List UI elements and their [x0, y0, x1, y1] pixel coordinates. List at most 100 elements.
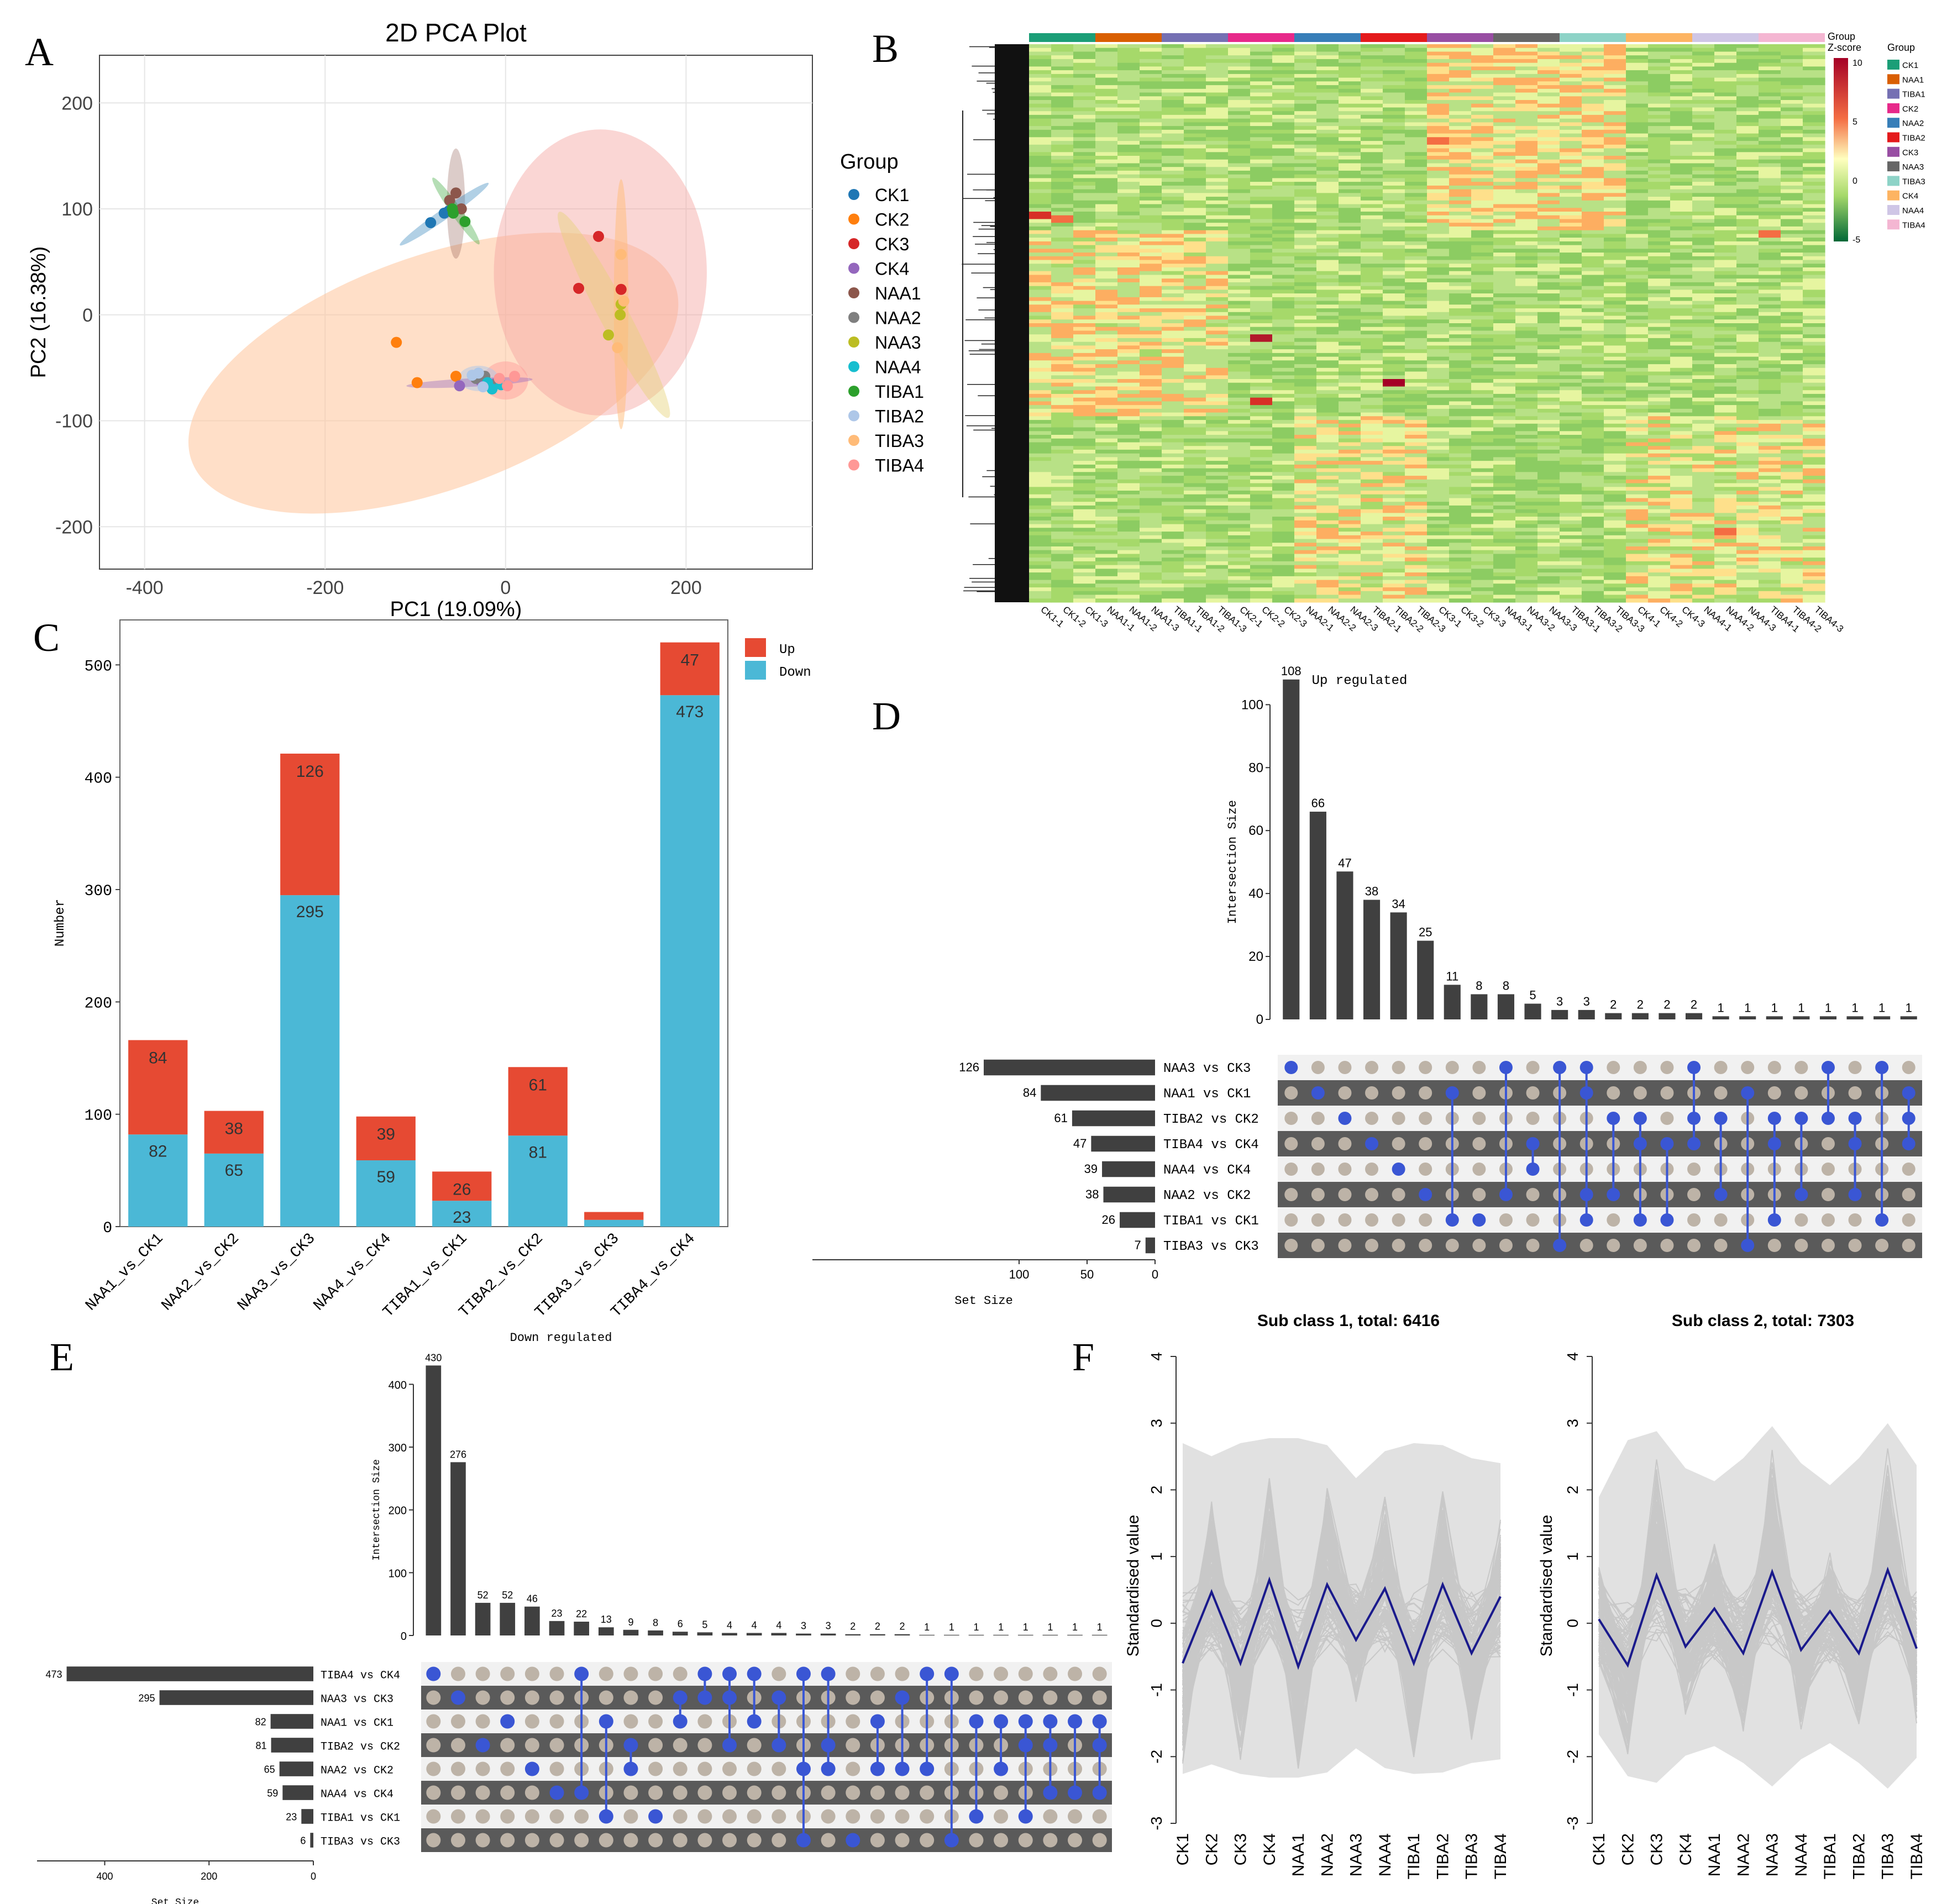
heatmap-cell — [1250, 379, 1273, 383]
heatmap-cell — [1184, 371, 1206, 376]
pca-point-tiba1 — [459, 216, 471, 228]
heatmap-cell — [1162, 330, 1184, 335]
heatmap-cell — [1140, 137, 1162, 141]
heatmap-cell — [1140, 393, 1162, 398]
heatmap-cell — [1383, 137, 1405, 141]
heatmap-cell — [1162, 483, 1184, 487]
heatmap-cell — [1162, 356, 1184, 361]
heatmap-cell — [1803, 479, 1825, 484]
pca-legend-swatch-tiba2 — [848, 410, 859, 422]
heatmap-cell — [1272, 148, 1295, 152]
heatmap-cell — [1648, 260, 1671, 264]
heatmap-cell — [1184, 461, 1206, 465]
heatmap-cell — [1184, 416, 1206, 420]
heatmap-cell — [1803, 319, 1825, 324]
heatmap-cell — [1294, 197, 1317, 201]
heatmap-cell — [1759, 163, 1781, 167]
heatmap-cell — [1184, 509, 1206, 513]
heatmap-cell — [1184, 505, 1206, 510]
heatmap-cell — [1405, 408, 1428, 413]
heatmap-cell — [1272, 390, 1295, 395]
heatmap-cell — [1626, 212, 1649, 216]
heatmap-cell — [1604, 401, 1626, 406]
heatmap-cell — [1029, 48, 1052, 52]
heatmap-cell — [1692, 345, 1715, 350]
heatmap-cell — [1604, 338, 1626, 343]
heatmap-cell — [1781, 122, 1803, 127]
heatmap-cell — [1670, 163, 1693, 167]
pca-legend-swatch-ck1 — [848, 189, 859, 200]
heatmap-cell — [1471, 438, 1494, 443]
heatmap-cell — [1206, 290, 1229, 294]
heatmap-cell — [1692, 539, 1715, 543]
heatmap-cell — [1272, 200, 1295, 205]
heatmap-cell — [1781, 360, 1803, 365]
heatmap-cell — [1560, 312, 1582, 317]
heatmap-cell — [1073, 412, 1096, 417]
heatmap-cell — [1560, 349, 1582, 354]
heatmap-cell — [1648, 412, 1671, 417]
heatmap-cell — [1272, 282, 1295, 287]
heatmap-cell — [1228, 107, 1251, 112]
heatmap-cell — [1736, 148, 1759, 152]
heatmap-cell — [1316, 345, 1339, 350]
heatmap-cell — [1427, 509, 1450, 513]
heatmap-cell — [1427, 66, 1450, 71]
heatmap-cell — [1560, 234, 1582, 238]
heatmap-cell — [1714, 364, 1737, 369]
heatmap-cell — [1692, 356, 1715, 361]
heatmap-cell — [1228, 182, 1251, 186]
heatmap-cell — [1162, 59, 1184, 64]
heatmap-cell — [1803, 223, 1825, 227]
heatmap-cell — [1162, 170, 1184, 175]
heatmap-cell — [1184, 62, 1206, 67]
heatmap-cell — [1339, 62, 1361, 67]
heatmap-cell — [1648, 200, 1671, 205]
heatmap-cell — [1140, 349, 1162, 354]
heatmap-cell — [1316, 367, 1339, 372]
heatmap-cell — [1493, 327, 1516, 331]
heatmap-cell — [1648, 405, 1671, 409]
heatmap-cell — [1206, 92, 1229, 97]
heatmap-cell — [1162, 353, 1184, 357]
heatmap-cell — [1515, 491, 1538, 495]
heatmap-cell — [1471, 197, 1494, 201]
heatmap-cell — [1361, 144, 1383, 149]
heatmap-cell — [1648, 353, 1671, 357]
heatmap-cell — [1670, 141, 1693, 145]
heatmap-cell — [1493, 234, 1516, 238]
heatmap-cell — [1736, 464, 1759, 469]
heatmap-cell — [1117, 393, 1140, 398]
heatmap-cell — [1073, 479, 1096, 484]
heatmap-cell — [1206, 111, 1229, 115]
heatmap-cell — [1206, 286, 1229, 290]
heatmap-cell — [1029, 88, 1052, 93]
heatmap-cell — [1714, 524, 1737, 528]
heatmap-cell — [1449, 498, 1472, 502]
heatmap-cell — [1228, 476, 1251, 480]
heatmap-cell — [1184, 468, 1206, 472]
heatmap-cell — [1051, 148, 1074, 152]
heatmap-cell — [1361, 92, 1383, 97]
heatmap-cell — [1537, 308, 1560, 313]
heatmap-cell — [1294, 390, 1317, 395]
heatmap-cell — [1759, 267, 1781, 272]
heatmap-cell — [1670, 241, 1693, 246]
heatmap-cell — [1781, 238, 1803, 242]
heatmap-cell — [1339, 293, 1361, 298]
heatmap-cell — [1405, 379, 1428, 383]
heatmap-cell — [1803, 204, 1825, 208]
heatmap-cell — [1140, 152, 1162, 156]
heatmap-cell — [1427, 44, 1450, 49]
heatmap-cell — [1272, 55, 1295, 60]
heatmap-cell — [1648, 393, 1671, 398]
heatmap-cell — [1582, 371, 1604, 376]
heatmap-cell — [1759, 107, 1781, 112]
heatmap-cell — [1383, 494, 1405, 498]
heatmap-cell — [1560, 386, 1582, 391]
heatmap-cell — [1294, 524, 1317, 528]
heatmap-cell — [1692, 479, 1715, 484]
heatmap-cell — [1316, 174, 1339, 178]
heatmap-cell — [1073, 260, 1096, 264]
heatmap-cell — [1736, 353, 1759, 357]
